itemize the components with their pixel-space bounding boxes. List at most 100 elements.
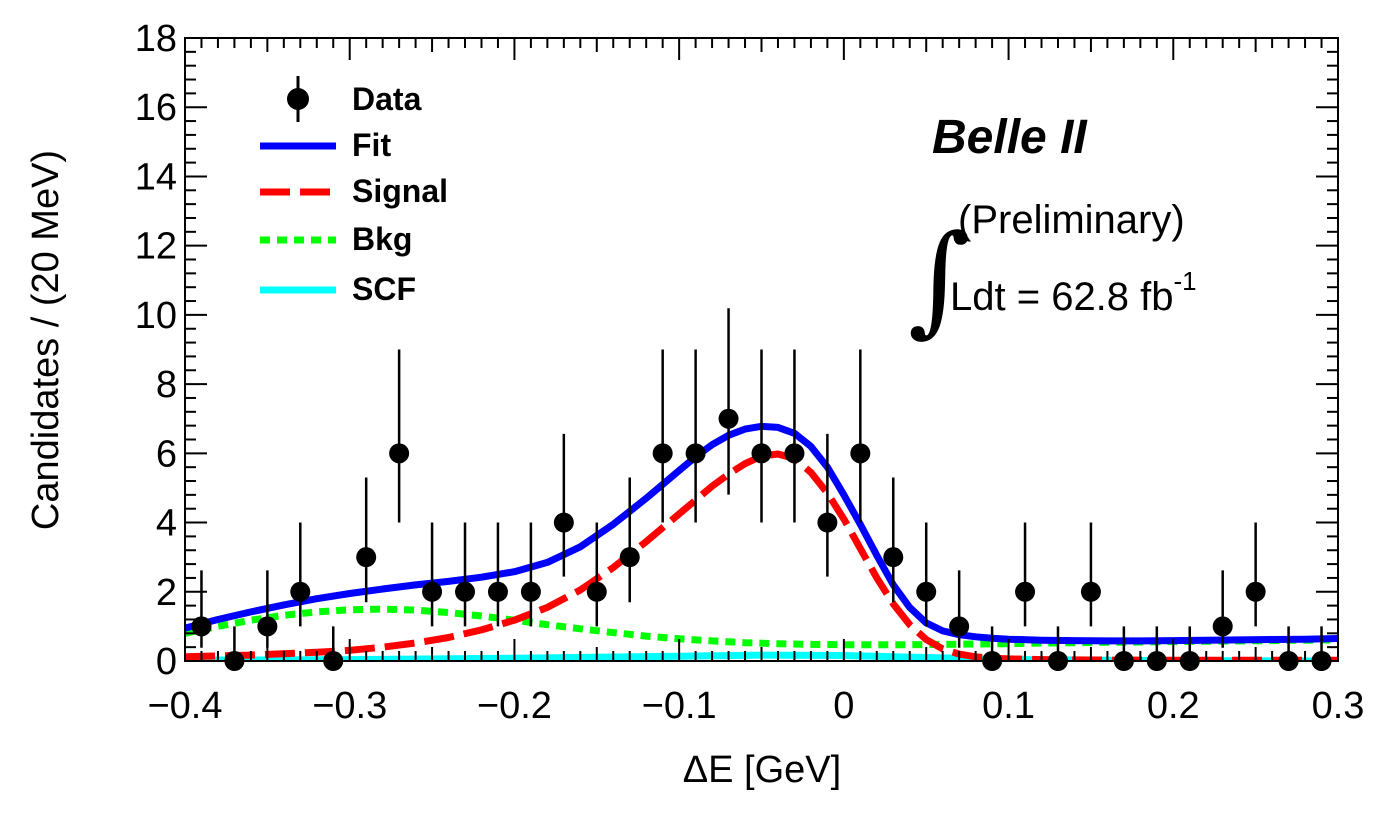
data-point	[257, 570, 278, 648]
legend-entry-scf: SCF	[260, 271, 416, 307]
data-marker	[784, 443, 805, 464]
x-tick-label: −0.2	[477, 685, 552, 727]
data-point	[1278, 626, 1299, 671]
data-point	[1047, 626, 1068, 671]
data-marker	[520, 581, 541, 602]
y-axis-title: Candidates / (20 MeV)	[25, 150, 67, 530]
data-point	[455, 522, 476, 627]
data-point	[1080, 522, 1101, 627]
data-marker	[652, 443, 673, 464]
data-marker	[422, 581, 443, 602]
data-point	[982, 626, 1003, 671]
data-point	[224, 626, 245, 671]
x-tick-label: −0.4	[147, 685, 222, 727]
data-marker	[586, 581, 607, 602]
data-point	[191, 570, 212, 648]
data-point	[883, 477, 904, 603]
x-tick-label: −0.1	[642, 685, 717, 727]
data-point	[916, 522, 937, 627]
y-tick-label: 14	[135, 156, 177, 198]
data-marker	[1212, 616, 1233, 637]
data-marker	[553, 512, 574, 533]
integral-symbol: ∫	[908, 210, 971, 349]
x-tick-label: −0.3	[312, 685, 387, 727]
legend-entry-signal: Signal	[260, 173, 448, 209]
y-tick-label: 12	[135, 226, 177, 268]
data-marker	[850, 443, 871, 464]
y-tick-label: 16	[135, 87, 177, 129]
data-marker	[389, 443, 410, 464]
data-marker	[685, 443, 706, 464]
legend-entry-bkg: Bkg	[260, 221, 412, 257]
data-points	[191, 308, 1332, 671]
data-marker	[1080, 581, 1101, 602]
data-marker	[356, 547, 377, 568]
data-marker	[191, 616, 212, 637]
data-marker	[619, 547, 640, 568]
curve-signal	[185, 450, 1338, 661]
x-tick-label: 0	[833, 685, 854, 727]
x-tick-label: 0.3	[1312, 685, 1365, 727]
data-point	[1113, 626, 1134, 671]
x-tick-label: 0.1	[982, 685, 1035, 727]
data-marker	[1015, 581, 1036, 602]
legend-label-scf: SCF	[352, 271, 416, 307]
y-tick-label: 6	[156, 433, 177, 475]
data-point	[817, 433, 838, 577]
x-tick-label: 0.2	[1147, 685, 1200, 727]
data-marker	[718, 408, 739, 429]
experiment-label: Belle II	[932, 111, 1088, 164]
data-point	[751, 349, 772, 523]
data-point	[553, 433, 574, 577]
data-point	[718, 308, 739, 495]
data-point	[487, 522, 508, 627]
data-point	[1212, 570, 1233, 648]
legend-entry-fit: Fit	[260, 127, 391, 163]
data-point	[1146, 626, 1167, 671]
data-point	[586, 522, 607, 627]
legend-label-signal: Signal	[352, 173, 448, 209]
legend-label-data: Data	[352, 81, 422, 117]
status-label: (Preliminary)	[958, 198, 1185, 242]
data-point	[949, 570, 970, 648]
data-point	[422, 522, 443, 627]
data-marker	[1245, 581, 1266, 602]
data-marker	[455, 581, 476, 602]
data-point	[784, 349, 805, 523]
data-point	[1179, 626, 1200, 671]
data-marker	[817, 512, 838, 533]
data-marker	[257, 616, 278, 637]
data-point	[850, 349, 871, 523]
data-marker	[751, 443, 772, 464]
curve-bkg	[185, 605, 1338, 649]
lumi-label: Ldt = 62.8 fb-1	[950, 266, 1197, 319]
data-point	[685, 349, 706, 523]
y-tick-label: 18	[135, 18, 177, 60]
x-axis-title: ΔE [GeV]	[683, 749, 841, 791]
data-point	[1245, 522, 1266, 627]
y-tick-label: 10	[135, 295, 177, 337]
y-tick-label: 8	[156, 364, 177, 406]
legend-label-bkg: Bkg	[352, 221, 412, 257]
y-tick-label: 4	[156, 503, 177, 545]
data-marker	[916, 581, 937, 602]
data-point	[290, 522, 311, 627]
legend: Data Fit Signal Bkg SCF	[260, 76, 448, 307]
y-tick-label: 2	[156, 572, 177, 614]
y-axis-ticks: 0 2 4 6 8 10 12 14 16 18	[135, 18, 1338, 683]
data-marker	[949, 616, 970, 637]
data-point	[652, 349, 673, 523]
data-marker	[883, 547, 904, 568]
data-marker	[290, 581, 311, 602]
data-point	[619, 477, 640, 603]
data-point	[1015, 522, 1036, 627]
legend-entry-data: Data	[287, 76, 422, 122]
lumi-exponent: -1	[1174, 266, 1197, 296]
lumi-prefix: Ldt = 62.8 fb	[950, 275, 1174, 319]
x-axis-ticks: −0.4 −0.3 −0.2 −0.1 0 0.1 0.2 0.3	[147, 38, 1364, 727]
y-tick-label: 0	[156, 641, 177, 683]
data-point	[520, 522, 541, 627]
legend-label-fit: Fit	[352, 127, 391, 163]
data-point	[356, 477, 377, 603]
